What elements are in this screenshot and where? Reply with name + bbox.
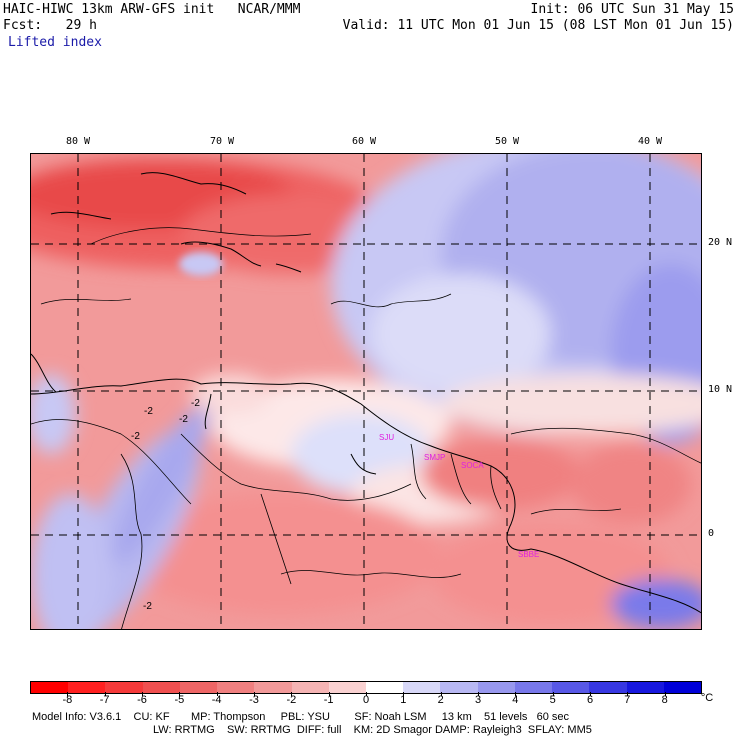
colorbar-swatch — [552, 682, 590, 693]
colorbar-tick — [515, 692, 517, 696]
lon-label-40w: 40 W — [638, 136, 663, 147]
colorbar-swatch — [589, 682, 627, 693]
colorbar-swatch — [440, 682, 478, 693]
lat-lon-grid — [31, 154, 701, 629]
colorbar-tick — [67, 692, 69, 696]
forecast-hour: Fcst: 29 h — [3, 18, 97, 33]
colorbar-level-label: 5 — [549, 694, 556, 706]
colorbar-level-label: -2 — [286, 694, 297, 706]
contour-label: -2 — [179, 414, 188, 425]
colorbar-tick — [403, 692, 405, 696]
valid-time: Valid: 11 UTC Mon 01 Jun 15 (08 LST Mon … — [342, 18, 734, 33]
colorbar-swatch — [514, 682, 553, 693]
colorbar-tick — [440, 692, 442, 696]
colorbar-swatch — [365, 682, 404, 693]
colorbar-level-label: 6 — [586, 694, 594, 706]
lon-label-60w: 60 W — [352, 136, 377, 147]
colorbar-level-label: -8 — [62, 694, 73, 706]
colorbar-level-label: 3 — [474, 694, 482, 706]
contour-label: -2 — [191, 398, 200, 409]
lat-label-20n: 20 N — [708, 237, 733, 248]
colorbar-tick — [552, 692, 554, 696]
colorbar-tick — [478, 692, 479, 696]
station-label: SBBE — [518, 550, 539, 559]
station-label: SJU — [379, 433, 394, 442]
contour-label: -2 — [131, 431, 140, 442]
contours — [31, 227, 701, 578]
colorbar-level-label: 0 — [362, 694, 370, 706]
colorbar-tick — [142, 692, 143, 696]
colorbar-level-label: 2 — [437, 694, 444, 706]
field-name: Lifted index — [8, 35, 102, 50]
colorbar-level-label: -4 — [211, 694, 222, 706]
colorbar-swatch — [105, 682, 143, 693]
colorbar-swatch — [254, 682, 292, 693]
lon-label-50w: 50 W — [495, 136, 520, 147]
colorbar-swatch — [626, 682, 664, 693]
station-label: SMJP — [424, 453, 445, 462]
lon-label-80w: 80 W — [66, 136, 91, 147]
colorbar-level-label: -6 — [137, 694, 147, 706]
lifted-index-map: -2 -2 -2 -2 -2 SJU SMJP SOCA SBBE — [30, 153, 702, 630]
colorbar-tick — [104, 692, 106, 696]
colorbar-tick — [179, 692, 181, 696]
colorbar-swatch — [179, 682, 218, 693]
init-time: Init: 06 UTC Sun 31 May 15 — [530, 2, 735, 17]
colorbar-level-label: -1 — [323, 694, 334, 706]
colorbar-tick — [254, 692, 255, 696]
colorbar-tick — [216, 692, 218, 696]
model-info-line2: LW: RRTMG SW: RRTMG DIFF: full KM: 2D Sm… — [153, 724, 592, 736]
lon-label-70w: 70 W — [210, 136, 235, 147]
colorbar-level-label: -3 — [249, 694, 259, 706]
colorbar-swatch — [217, 682, 255, 693]
colorbar-level-label: 4 — [512, 694, 519, 706]
borders — [120, 433, 502, 629]
colorbar-swatch — [31, 682, 69, 693]
colorbar-tick — [590, 692, 591, 696]
colorbar-tick — [291, 692, 293, 696]
colorbar-level-label: 7 — [624, 694, 631, 706]
colorbar-tick — [328, 692, 330, 696]
colorbar-level-label: -7 — [99, 694, 110, 706]
station-label: SOCA — [461, 461, 484, 470]
colorbar-swatch — [68, 682, 106, 693]
colorbar-tick — [664, 692, 666, 696]
colorbar-swatch — [403, 682, 441, 693]
coastlines — [31, 172, 701, 614]
colorbar-swatch — [142, 682, 180, 693]
colorbar-swatch — [328, 682, 366, 693]
lat-label-eq: 0 — [708, 528, 715, 539]
colorbar-level-label: 1 — [400, 694, 407, 706]
colorbar-level-label: -5 — [174, 694, 185, 706]
model-title: HAIC-HIWC 13km ARW-GFS init NCAR/MMM — [3, 2, 301, 17]
colorbar-level-label: 8 — [661, 694, 668, 706]
colorbar-swatch — [477, 682, 515, 693]
contour-label: -2 — [143, 601, 152, 612]
lat-label-10n: 10 N — [708, 384, 733, 395]
colorbar-unit: °C — [700, 692, 714, 704]
colorbar-swatch — [663, 682, 701, 693]
contour-label: -2 — [144, 406, 153, 417]
model-info-line1: Model Info: V3.6.1 CU: KF MP: Thompson P… — [32, 711, 569, 723]
colorbar-swatch — [291, 682, 329, 693]
field-shading — [31, 154, 701, 629]
colorbar-tick — [366, 692, 367, 696]
colorbar-tick — [627, 692, 629, 696]
